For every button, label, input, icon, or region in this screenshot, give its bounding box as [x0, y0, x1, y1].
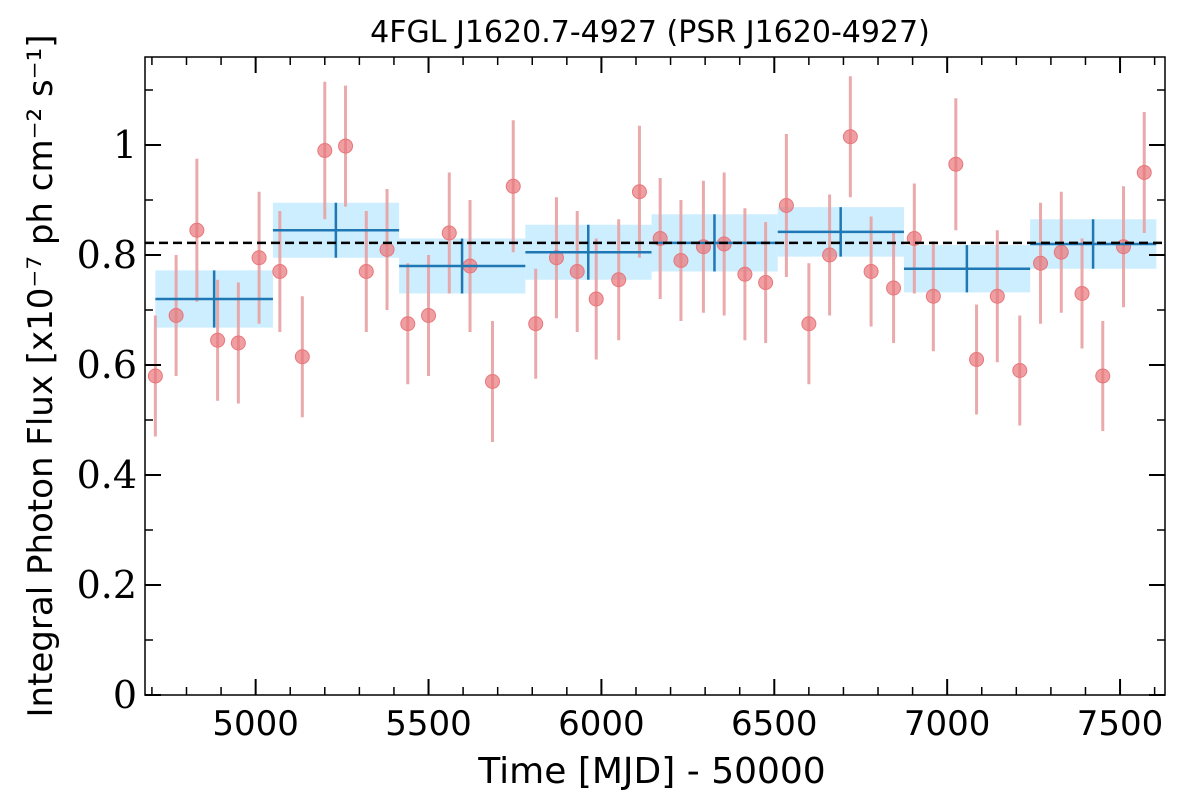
plot-frame — [144, 56, 1166, 696]
data-point — [737, 266, 753, 282]
data-point — [548, 250, 564, 266]
data-point — [358, 264, 374, 279]
data-point — [168, 308, 184, 323]
x-tick-label: 7000 — [904, 704, 991, 744]
y-tick-label: 0.4 — [77, 453, 137, 497]
x-tick-label: 7500 — [1077, 704, 1164, 744]
data-point — [189, 222, 205, 238]
y-tick-label: 0.6 — [77, 343, 137, 387]
data-point — [1053, 244, 1069, 260]
y-axis-label: Integral Photon Flux [x10⁻⁷ ph cm⁻² s⁻¹] — [21, 34, 61, 717]
axis-tick-labels: 5000 5500 6000 6500 7000 7500 0 0.2 0.4 0.6 0.8 1 — [77, 123, 1164, 744]
data-point — [822, 247, 838, 263]
data-point — [758, 275, 774, 290]
data-point — [673, 253, 689, 268]
plot-area — [147, 76, 1157, 442]
data-point — [294, 349, 310, 365]
data-point — [251, 250, 267, 266]
data-point — [338, 138, 354, 154]
data-point — [842, 129, 858, 145]
data-point — [989, 288, 1005, 304]
data-point — [886, 280, 902, 296]
data-point — [230, 335, 246, 351]
data-point — [1033, 255, 1049, 271]
data-point — [421, 308, 437, 323]
y-tick-label: 0 — [113, 673, 137, 717]
data-point — [147, 368, 163, 384]
chart-title: 4FGL J1620.7-4927 (PSR J1620-4927) — [370, 15, 930, 50]
x-tick-label: 5000 — [212, 704, 299, 744]
data-point — [969, 352, 985, 367]
y-tick-label: 0.8 — [77, 233, 137, 277]
data-point — [588, 291, 604, 307]
data-point — [528, 316, 544, 332]
y-tick-label: 0.2 — [77, 563, 137, 607]
data-point — [778, 198, 794, 213]
x-axis-label: Time [MJD] - 50000 — [477, 751, 825, 792]
data-point — [631, 184, 647, 200]
data-point — [863, 264, 879, 279]
y-tick-label: 1 — [113, 123, 137, 167]
data-point — [210, 332, 226, 348]
data-point — [1012, 363, 1028, 378]
data-point — [379, 242, 395, 257]
data-point — [569, 264, 585, 279]
data-point — [505, 178, 521, 194]
data-point — [317, 143, 333, 158]
axis-ticks — [145, 57, 1165, 696]
data-point — [611, 272, 627, 288]
data-point — [801, 316, 817, 332]
data-point — [441, 225, 457, 241]
data-point — [484, 374, 500, 389]
data-point — [1136, 165, 1152, 180]
data-point — [1095, 368, 1111, 384]
data-point — [948, 156, 964, 172]
data-point — [1074, 286, 1090, 301]
data-point — [925, 288, 941, 304]
x-tick-label: 6000 — [558, 704, 645, 744]
data-point — [400, 316, 416, 332]
data-point — [272, 264, 288, 279]
x-tick-label: 5500 — [385, 704, 472, 744]
x-tick-label: 6500 — [731, 704, 818, 744]
